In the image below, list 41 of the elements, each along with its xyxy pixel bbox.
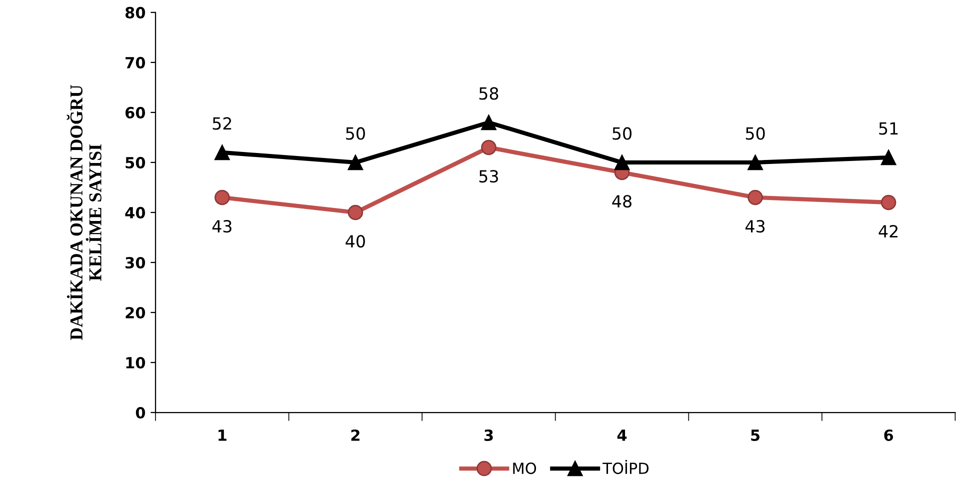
x-tick-label: 2: [351, 429, 360, 441]
point: [880, 150, 896, 166]
data-label: 40: [346, 234, 365, 248]
point: [481, 114, 496, 130]
data-label: 42: [878, 224, 898, 238]
y-tick-label: 30: [126, 256, 146, 268]
y-tick-label: 60: [125, 106, 146, 118]
point: [348, 204, 364, 220]
data-label: 48: [612, 194, 632, 208]
x-tick-label: 3: [484, 429, 493, 442]
y-axis-title: DAKİKADA OKUNAN DOĞRU KELİME SAYISI: [66, 85, 102, 340]
x-tick-label: 5: [751, 430, 760, 442]
y-tick-label: 10: [126, 356, 146, 369]
y-tick-label: 0: [136, 406, 146, 419]
y-tick-label: 70: [126, 56, 146, 68]
data-label: 53: [479, 170, 498, 183]
data-label: 50: [612, 127, 632, 140]
data-label: 51: [879, 122, 898, 135]
data-label: 43: [745, 220, 765, 233]
data-label: 50: [346, 127, 365, 140]
data-label: 43: [212, 220, 232, 233]
x-tick-label: 1: [218, 430, 226, 441]
legend-label: MO: [513, 462, 536, 474]
y-tick-label: 40: [125, 206, 146, 218]
point: [880, 194, 896, 210]
x-tick-label: 4: [617, 430, 627, 441]
point: [748, 190, 763, 206]
y-tick-label: 80: [125, 6, 146, 18]
data-label: 50: [746, 127, 765, 140]
point: [214, 190, 230, 206]
y-tick-label: 50: [126, 156, 146, 168]
legend-label: TOİPD: [602, 460, 649, 474]
point: [348, 154, 364, 170]
data-label: 58: [479, 87, 498, 100]
data-label: 52: [212, 117, 232, 130]
x-tick-label: 6: [884, 429, 894, 442]
y-tick-label: 20: [126, 306, 146, 319]
point: [481, 140, 496, 156]
point: [614, 154, 630, 170]
point: [748, 154, 763, 170]
point: [214, 144, 230, 160]
